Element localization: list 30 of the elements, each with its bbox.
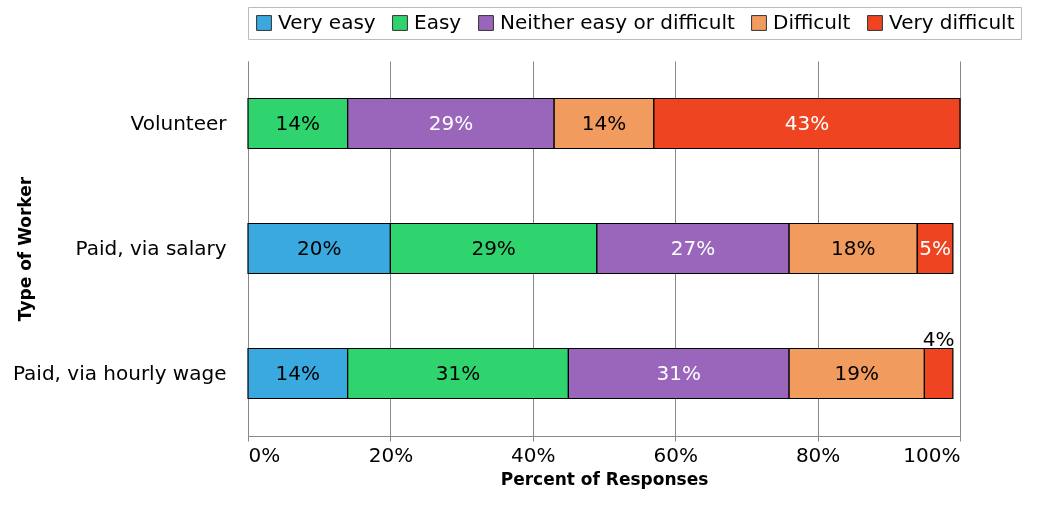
legend-label: Easy bbox=[414, 10, 462, 34]
legend-label: Very easy bbox=[278, 10, 376, 34]
x-axis-title: Percent of Responses bbox=[500, 468, 709, 489]
y-axis-title: Type of Worker bbox=[14, 176, 35, 322]
data-label: 19% bbox=[834, 360, 879, 385]
y-tick-label: Paid, via hourly wage bbox=[12, 360, 227, 385]
data-label: 27% bbox=[670, 235, 716, 260]
data-label: 29% bbox=[471, 235, 516, 260]
data-label: 31% bbox=[656, 360, 701, 385]
legend-label: Very difficult bbox=[889, 10, 1015, 34]
data-label: 14% bbox=[581, 110, 627, 135]
data-label: 31% bbox=[435, 360, 481, 385]
legend-label: Neither easy or difficult bbox=[500, 10, 736, 34]
data-label: 20% bbox=[296, 235, 342, 260]
data-label: 43% bbox=[784, 110, 830, 135]
x-tick-label: 0% bbox=[248, 442, 281, 467]
data-label: 29% bbox=[428, 110, 474, 135]
x-tick-label: 60% bbox=[653, 442, 698, 467]
data-label: 18% bbox=[830, 235, 876, 260]
legend-label: Difficult bbox=[773, 10, 851, 34]
data-label: 14% bbox=[275, 360, 321, 385]
x-tick-label: 40% bbox=[511, 442, 556, 467]
y-tick-label: Paid, via salary bbox=[75, 235, 227, 260]
data-label: 14% bbox=[275, 110, 321, 135]
x-tick-label: 20% bbox=[368, 442, 414, 467]
data-label: 4% bbox=[922, 326, 955, 351]
data-label: 5% bbox=[919, 235, 951, 260]
y-tick-label: Volunteer bbox=[130, 110, 228, 135]
x-tick-label: 80% bbox=[795, 442, 841, 467]
x-tick-label: 100% bbox=[903, 442, 961, 467]
